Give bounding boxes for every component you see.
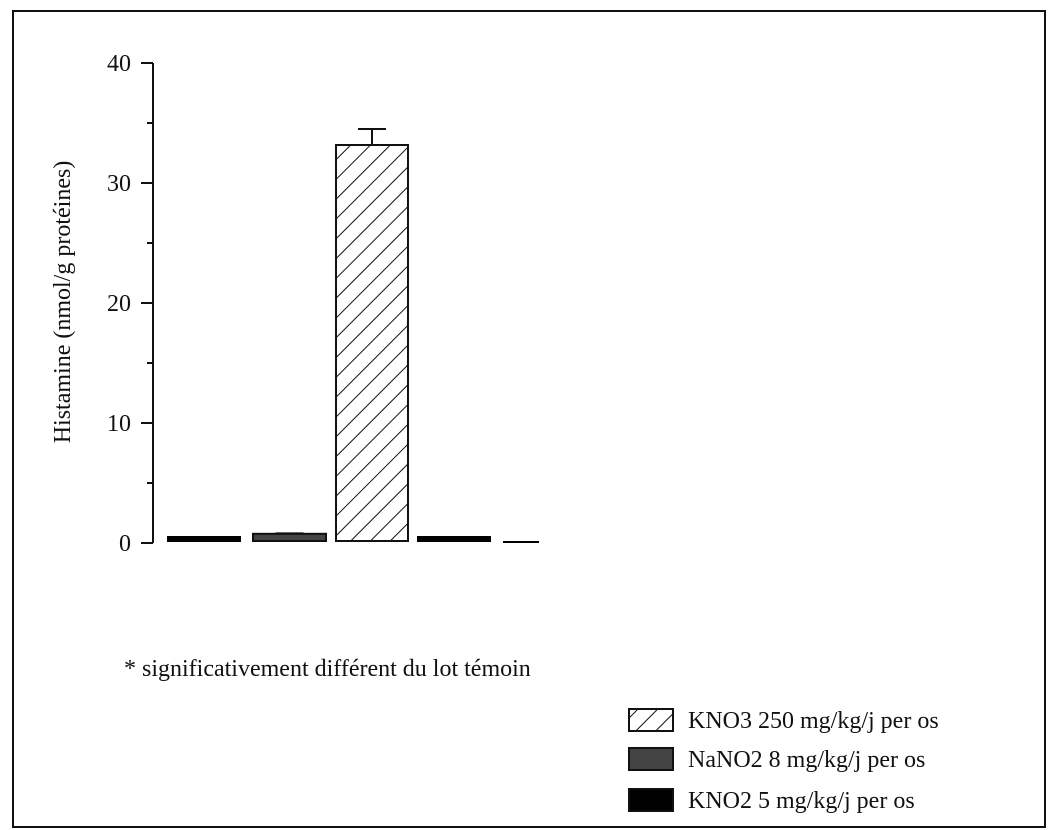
legend-label: KNO2 5 mg/kg/j per os	[688, 788, 915, 814]
bar	[167, 536, 241, 542]
bar	[252, 532, 327, 542]
y-tick-label: 40	[107, 51, 131, 77]
legend-swatch	[628, 708, 674, 732]
bar	[335, 144, 409, 542]
legend-swatch	[628, 788, 674, 812]
bars-group	[167, 128, 539, 543]
y-axis: 0 10 20 30 40	[107, 51, 154, 557]
y-tick-label: 10	[107, 411, 131, 437]
legend-label: KNO3 250 mg/kg/j per os	[688, 708, 939, 734]
bar	[417, 536, 491, 542]
y-tick-label: 0	[119, 531, 131, 557]
significance-note: * significativement différent du lot tém…	[124, 656, 531, 682]
chart-frame	[12, 10, 1046, 828]
legend-label: NaNO2 8 mg/kg/j per os	[688, 747, 925, 773]
y-axis-title: Histamine (nmol/g protéines)	[50, 161, 76, 444]
y-tick-label: 30	[107, 171, 131, 197]
legend-swatch	[628, 747, 674, 771]
legend: KNO3 250 mg/kg/j per os NaNO2 8 mg/kg/j p…	[628, 708, 939, 814]
y-tick-label: 20	[107, 291, 131, 317]
